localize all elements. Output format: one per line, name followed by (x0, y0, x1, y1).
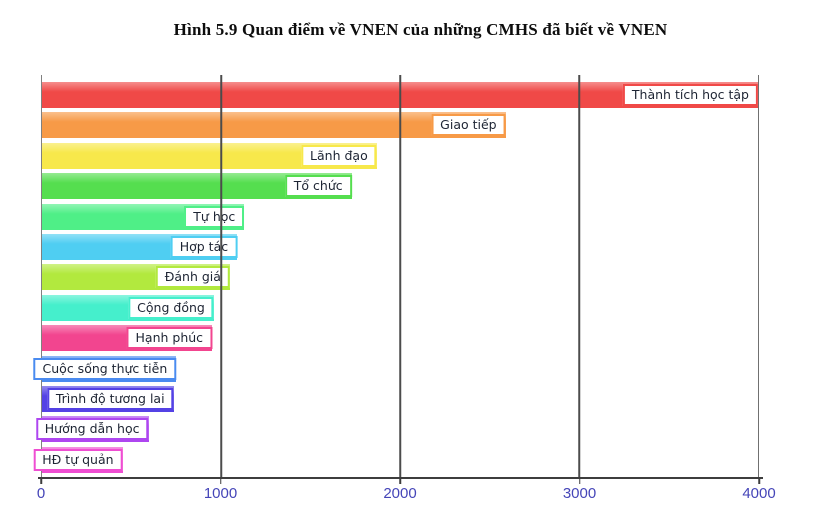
bar-label: Lãnh đạo (301, 144, 377, 167)
bar-row: Cộng đồng (42, 294, 758, 321)
x-axis-tick-label: 0 (36, 485, 46, 502)
bar-label: Cộng đồng (128, 296, 214, 319)
x-axis-tick (758, 479, 760, 484)
bar-label: Giao tiếp (431, 114, 506, 137)
x-axis-tick (40, 479, 42, 484)
chart-title: Hình 5.9 Quan điểm về VNEN của những CMH… (173, 20, 668, 39)
x-axis-tick-label: 1000 (203, 485, 238, 502)
gridline (578, 75, 580, 477)
x-axis-tick-label: 3000 (562, 485, 597, 502)
bar-label: Đánh giá (155, 266, 230, 289)
bar-row: Hạnh phúc (42, 325, 758, 352)
x-axis-line (38, 477, 763, 479)
bar-label: Hạnh phúc (126, 327, 213, 350)
bar-label: HĐ tự quản (33, 448, 123, 471)
bar-row: Tổ chức (42, 173, 758, 200)
bar-row: Giao tiếp (42, 112, 758, 139)
gridline (399, 75, 401, 477)
bar-label: Trình độ tương lai (46, 388, 174, 411)
bar-label: Hợp tác (170, 236, 238, 259)
x-axis-tick (219, 479, 222, 484)
x-axis-tick (399, 479, 401, 484)
bar-label: Hướng dẫn học (35, 418, 149, 441)
bar-row: Đánh giá (42, 264, 758, 291)
bar-label: Tự học (184, 205, 245, 228)
gridline (220, 75, 222, 477)
bar-label: Cuộc sống thực tiễn (33, 357, 177, 380)
bar-rows: Thành tích học tập Giao tiếp Lãnh đạo Tổ ch… (33, 75, 758, 477)
bar-label: Thành tích học tập (622, 84, 758, 106)
bar-row: Cuộc sống thực tiễn (33, 355, 758, 382)
x-axis-tick (578, 479, 581, 484)
plot-area: Thành tích học tập Giao tiếp Lãnh đạo Tổ ch… (33, 75, 759, 477)
bar-chart: Thành tích học tập Giao tiếp Lãnh đạo Tổ ch… (33, 75, 776, 515)
x-axis-tick-label: 4000 (742, 485, 776, 502)
bar-row: Hướng dẫn học (35, 416, 758, 443)
bar-row: Lãnh đạo (42, 142, 758, 169)
x-axis-tick-label: 2000 (383, 485, 417, 502)
bar-label: Tổ chức (284, 175, 352, 198)
bar (42, 112, 506, 139)
bar-row: Tự học (42, 203, 758, 230)
bar-row: Trình độ tương lai (42, 386, 758, 413)
bar-row: HĐ tự quản (33, 446, 758, 473)
